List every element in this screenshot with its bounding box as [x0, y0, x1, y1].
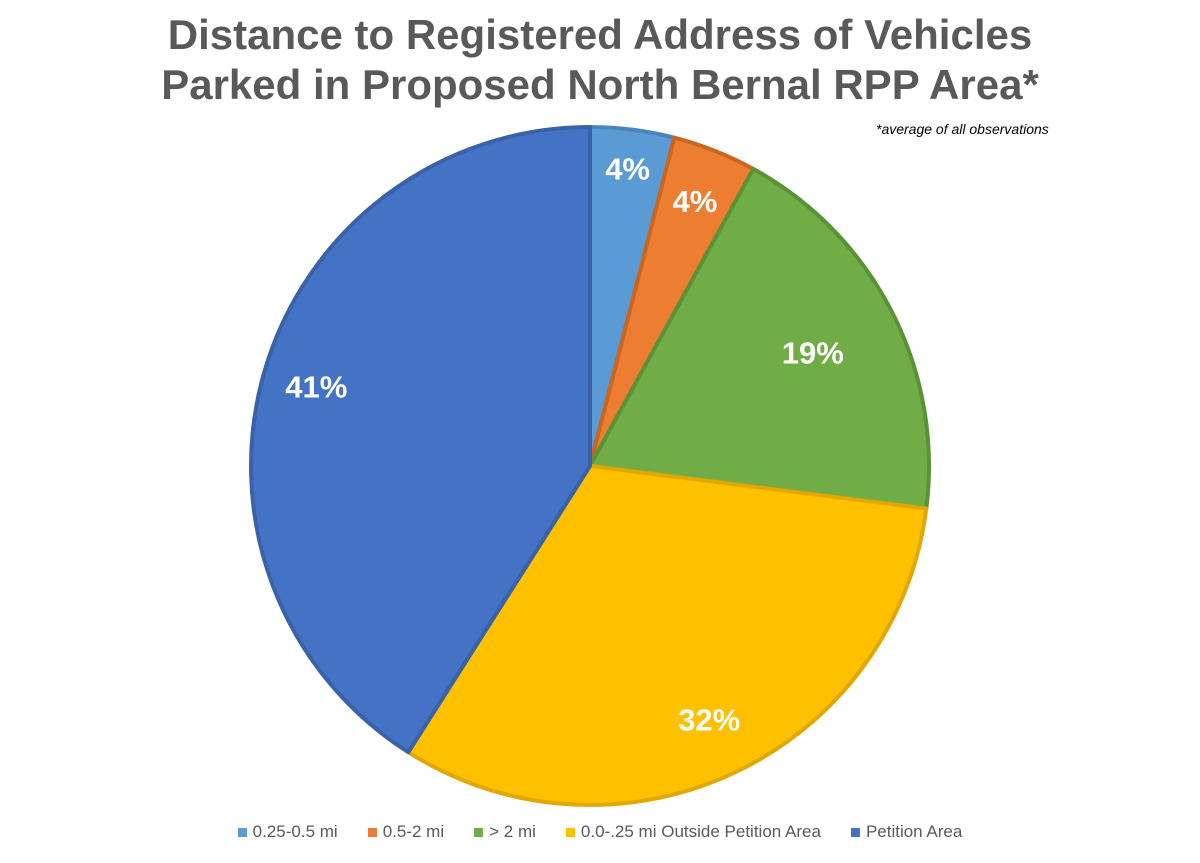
pie-slice-petition-area [249, 125, 592, 755]
data-label-0-5-2-mi: 4% [673, 184, 718, 219]
data-label-over-2-mi: 19% [782, 336, 844, 371]
legend-item-petition-area: Petition Area [850, 822, 963, 842]
legend-swatch [565, 827, 575, 837]
legend-item-0-5-2-mi: 0.5-2 mi [367, 822, 445, 842]
legend-label: 0.0-.25 mi Outside Petition Area [580, 822, 821, 841]
pie-slice-over-2-mi [588, 166, 931, 511]
legend-swatch [850, 827, 860, 837]
legend-swatch [367, 827, 377, 837]
data-label-0-0-25-mi-outside-petition-area: 32% [678, 702, 740, 737]
legend-item-0-0-25-mi-outside-petition-area: 0.0-.25 mi Outside Petition Area [565, 822, 821, 842]
chart-title-line-1: Distance to Registered Address of Vehicl… [167, 11, 1033, 58]
footnote: *average of all observations [876, 121, 1049, 137]
data-label-petition-area: 41% [285, 369, 347, 404]
legend-item-over-2-mi: > 2 mi [474, 822, 536, 842]
legend-label: > 2 mi [489, 822, 536, 841]
legend-item-0-25-0-5-mi: 0.25-0.5 mi [237, 822, 338, 842]
legend-label: Petition Area [865, 822, 963, 841]
legend-swatch [474, 827, 484, 837]
legend-label: 0.25-0.5 mi [252, 822, 338, 841]
chart-legend: 0.25-0.5 mi 0.5-2 mi > 2 mi 0.0-.25 mi Outs… [0, 822, 1200, 842]
chart-title-line-2: Parked in Proposed North Bernal RPP Area… [161, 61, 1039, 108]
legend-label: 0.5-2 mi [382, 822, 445, 841]
data-label-0-25-0-5-mi: 4% [605, 151, 650, 186]
chart-title: Distance to Registered Address of Vehicl… [0, 10, 1200, 110]
legend-swatch [237, 827, 247, 837]
